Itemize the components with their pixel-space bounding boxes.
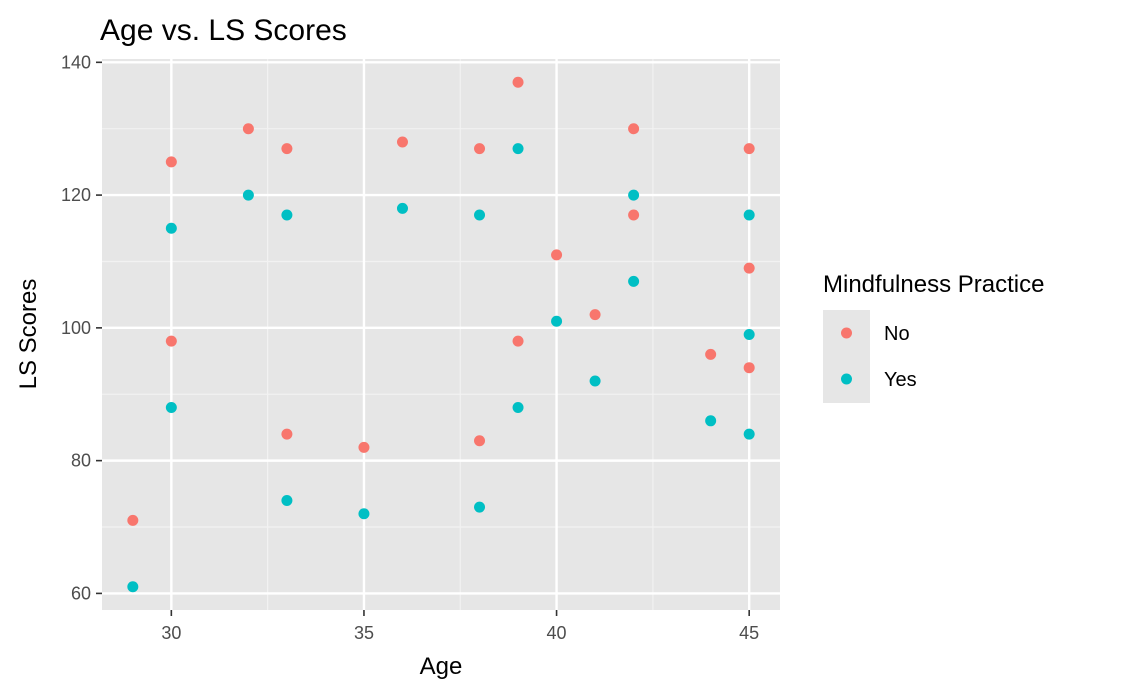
data-point-no [551, 249, 563, 261]
data-point-no [242, 123, 254, 135]
legend-label-no: No [884, 323, 910, 345]
legend-label-yes: Yes [884, 369, 917, 391]
x-axis: 30 35 40 45 [161, 610, 759, 643]
legend-key-background [823, 310, 870, 403]
x-tick-label: 45 [739, 623, 759, 643]
data-point-no [396, 136, 408, 148]
y-tick-label: 140 [61, 52, 91, 72]
legend-title: Mindfulness Practice [823, 271, 1044, 298]
data-point-yes [743, 428, 755, 440]
data-point-yes [127, 581, 139, 593]
data-point-no [165, 335, 177, 347]
y-axis: 60 80 100 120 140 [61, 52, 102, 603]
legend: Mindfulness Practice No Yes [823, 271, 1044, 403]
y-tick-label: 120 [61, 185, 91, 205]
data-point-yes [165, 222, 177, 234]
data-point-yes [396, 202, 408, 214]
legend-items: No Yes [841, 323, 917, 391]
data-point-no [474, 435, 486, 447]
data-point-no [628, 123, 640, 135]
x-axis-title: Age [420, 653, 463, 680]
data-point-yes [551, 315, 563, 327]
y-tick-label: 100 [61, 318, 91, 338]
x-tick-label: 30 [161, 623, 181, 643]
y-tick-label: 80 [71, 451, 91, 471]
data-point-yes [705, 415, 717, 427]
y-tick-label: 60 [71, 583, 91, 603]
x-tick-label: 40 [547, 623, 567, 643]
data-point-yes [589, 375, 601, 387]
data-point-yes [628, 275, 640, 287]
data-point-yes [281, 209, 293, 221]
data-point-no [281, 143, 293, 155]
data-point-no [628, 209, 640, 221]
legend-key-no [841, 327, 852, 339]
data-points [127, 76, 755, 593]
data-point-no [281, 428, 293, 440]
data-point-yes [281, 494, 293, 506]
data-point-yes [512, 143, 524, 155]
data-point-no [705, 348, 717, 360]
data-point-no [589, 309, 601, 321]
data-point-yes [358, 508, 370, 520]
data-point-no [165, 156, 177, 168]
data-point-yes [474, 501, 486, 513]
data-point-yes [743, 329, 755, 340]
legend-key-yes [841, 373, 852, 385]
data-point-yes [628, 189, 640, 201]
y-axis-title: LS Scores [15, 279, 42, 390]
data-point-no [474, 143, 486, 155]
chart-title: Age vs. LS Scores [100, 14, 347, 47]
data-point-no [512, 335, 524, 347]
data-point-yes [474, 209, 486, 221]
data-point-yes [165, 402, 177, 414]
plot-panel [102, 59, 780, 610]
data-point-no [743, 262, 755, 274]
data-point-no [743, 362, 755, 374]
data-point-no [512, 76, 524, 88]
data-point-yes [242, 189, 254, 201]
data-point-no [127, 514, 139, 526]
data-point-yes [743, 209, 755, 221]
data-point-no [358, 441, 370, 453]
data-point-yes [512, 402, 524, 414]
data-point-no [743, 143, 755, 155]
x-tick-label: 35 [354, 623, 374, 643]
